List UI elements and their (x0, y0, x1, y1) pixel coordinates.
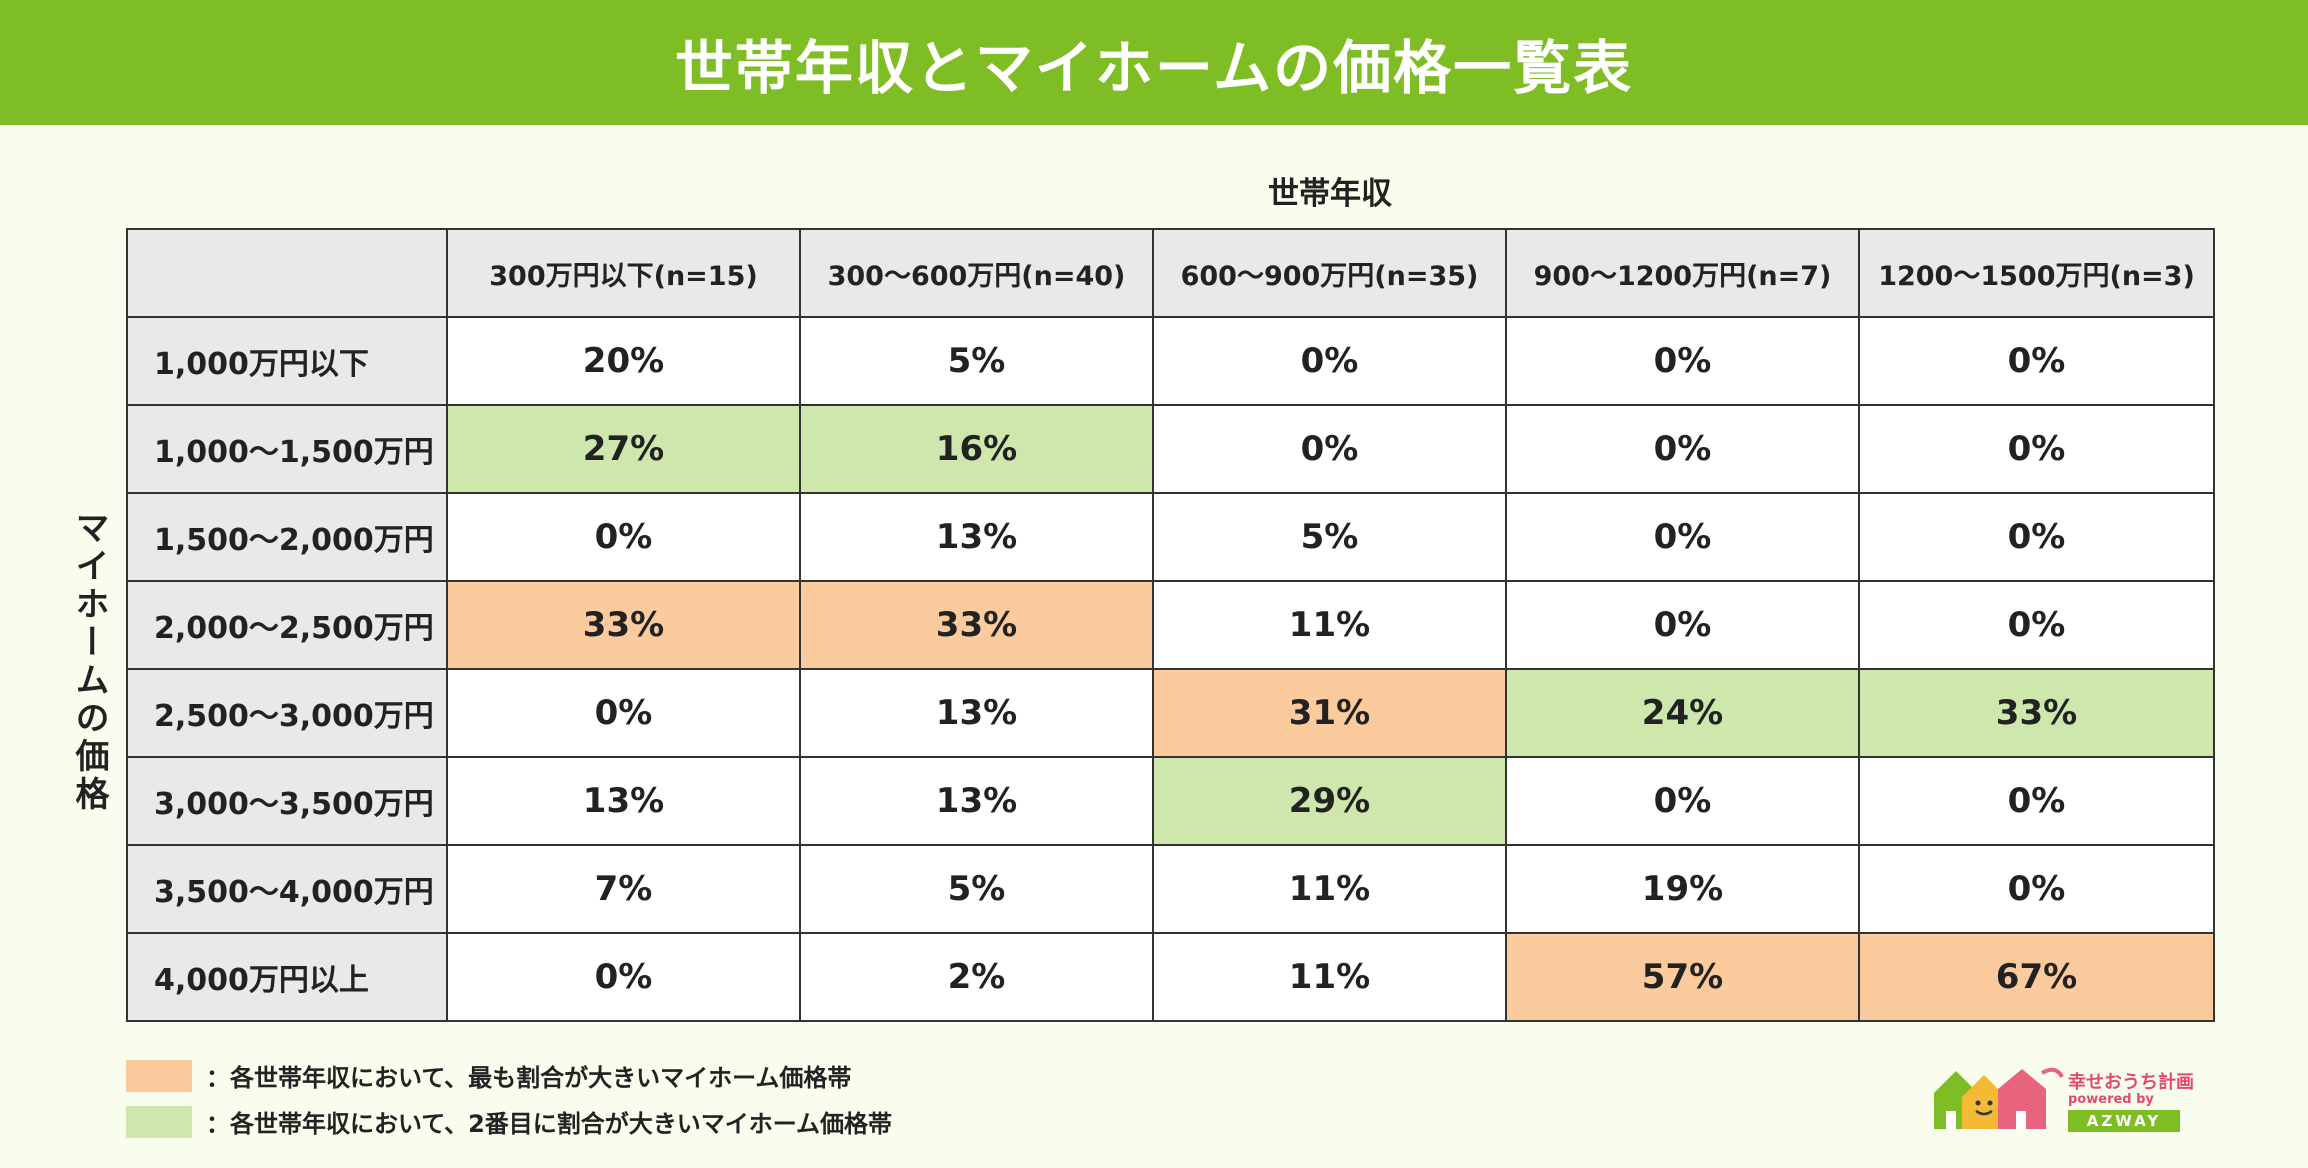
table-cell: 13% (799, 492, 1154, 582)
table-cell: 0% (1858, 756, 2215, 846)
column-header: 300〜600万円(n=40) (799, 228, 1154, 318)
table-cell: 0% (1152, 316, 1507, 406)
table-row: 3,000〜3,500万円 13% 13% 29% 0% 0% (126, 756, 2215, 846)
row-label: 1,000万円以下 (126, 316, 448, 406)
table-cell: 24% (1505, 668, 1860, 758)
logo-houses-icon (1934, 1067, 2064, 1129)
table-row: 1,500〜2,000万円 0% 13% 5% 0% 0% (126, 492, 2215, 582)
column-header: 1200〜1500万円(n=3) (1858, 228, 2215, 318)
table-cell: 20% (446, 316, 801, 406)
table-cell: 0% (1505, 580, 1860, 670)
legend-second: ：各世帯年収において、2番目に割合が大きいマイホーム価格帯 (126, 1104, 892, 1139)
table-cell: 0% (1505, 404, 1860, 494)
table-row: 2,500〜3,000万円 0% 13% 31% 24% 33% (126, 668, 2215, 758)
row-label: 1,000〜1,500万円 (126, 404, 448, 494)
table-cell: 5% (799, 844, 1154, 934)
table-row: 1,000万円以下 20% 5% 0% 0% 0% (126, 316, 2215, 406)
row-label: 3,500〜4,000万円 (126, 844, 448, 934)
row-label: 2,000〜2,500万円 (126, 580, 448, 670)
legend-swatch-orange (126, 1059, 192, 1092)
table-cell: 0% (1152, 404, 1507, 494)
table-cell: 5% (799, 316, 1154, 406)
corner-cell (126, 228, 448, 318)
table-cell: 2% (799, 932, 1154, 1022)
table-row: 3,500〜4,000万円 7% 5% 11% 19% 0% (126, 844, 2215, 934)
logo-powered: powered by (2068, 1092, 2154, 1107)
table-cell: 0% (446, 492, 801, 582)
table-cell: 31% (1152, 668, 1507, 758)
table-cell: 0% (1505, 492, 1860, 582)
table-cell: 13% (799, 756, 1154, 846)
table-cell: 7% (446, 844, 801, 934)
table-cell: 11% (1152, 580, 1507, 670)
row-label: 3,000〜3,500万円 (126, 756, 448, 846)
logo-brand: AZWAY (2068, 1110, 2180, 1132)
legend-swatch-green (126, 1105, 192, 1138)
table-cell: 29% (1152, 756, 1507, 846)
table-cell: 11% (1152, 844, 1507, 934)
table-cell: 67% (1858, 932, 2215, 1022)
table-cell: 0% (1858, 404, 2215, 494)
table-cell: 11% (1152, 932, 1507, 1022)
column-header: 300万円以下(n=15) (446, 228, 801, 318)
legend-second-text: ：各世帯年収において、2番目に割合が大きいマイホーム価格帯 (206, 1110, 893, 1138)
column-axis-label: 世帯年収 (1268, 176, 1392, 212)
column-header: 900〜1200万円(n=7) (1505, 228, 1860, 318)
table-cell: 0% (1858, 492, 2215, 582)
table-cell: 0% (1858, 844, 2215, 934)
table-cell: 33% (446, 580, 801, 670)
table-cell: 33% (799, 580, 1154, 670)
logo-name: 幸せおうち計画 (2068, 1072, 2194, 1093)
price-income-table: 300万円以下(n=15) 300〜600万円(n=40) 600〜900万円(… (126, 228, 2215, 1022)
title-banner: 世帯年収とマイホームの価格一覧表 (0, 0, 2308, 125)
table-row: 2,000〜2,500万円 33% 33% 11% 0% 0% (126, 580, 2215, 670)
table-cell: 0% (446, 668, 801, 758)
table-cell: 16% (799, 404, 1154, 494)
table-cell: 0% (1505, 316, 1860, 406)
table-cell: 57% (1505, 932, 1860, 1022)
table-cell: 27% (446, 404, 801, 494)
table-cell: 33% (1858, 668, 2215, 758)
row-label: 4,000万円以上 (126, 932, 448, 1022)
row-label: 2,500〜3,000万円 (126, 668, 448, 758)
table-row: 1,000〜1,500万円 27% 16% 0% 0% 0% (126, 404, 2215, 494)
row-axis-label: マイホームの価格 (69, 510, 109, 814)
table-cell: 19% (1505, 844, 1860, 934)
table-cell: 13% (799, 668, 1154, 758)
legend-highest: ：各世帯年収において、最も割合が大きいマイホーム価格帯 (126, 1058, 851, 1093)
legend-highest-text: ：各世帯年収において、最も割合が大きいマイホーム価格帯 (206, 1064, 852, 1092)
table-row: 4,000万円以上 0% 2% 11% 57% 67% (126, 932, 2215, 1022)
page-title: 世帯年収とマイホームの価格一覧表 (674, 33, 1634, 102)
table-cell: 13% (446, 756, 801, 846)
table-cell: 0% (1858, 580, 2215, 670)
column-header: 600〜900万円(n=35) (1152, 228, 1507, 318)
table-cell: 5% (1152, 492, 1507, 582)
table-cell: 0% (446, 932, 801, 1022)
table-cell: 0% (1858, 316, 2215, 406)
table-cell: 0% (1505, 756, 1860, 846)
row-label: 1,500〜2,000万円 (126, 492, 448, 582)
table-header-row: 300万円以下(n=15) 300〜600万円(n=40) 600〜900万円(… (126, 228, 2215, 318)
